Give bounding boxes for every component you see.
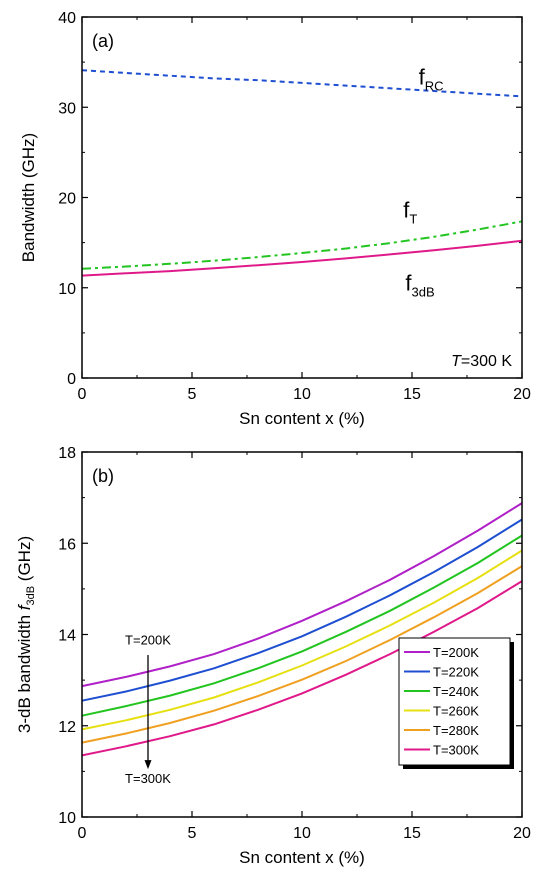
panel-a-frame: [81, 16, 523, 379]
y-label-sub: 3dB: [25, 586, 37, 606]
a-y-tick-label: 0: [67, 371, 76, 388]
panel-a: 0 5 10 15 20 0 10 20 30 40 (a) Sn content x (%) B…: [19, 10, 531, 428]
annotation-value: =300 K: [461, 353, 512, 370]
a-series-line-2: [81, 239, 523, 277]
b-y-tick-label: 14: [58, 628, 76, 645]
a-y-tick-label: 30: [58, 100, 76, 117]
b-y-tick-label: 18: [58, 445, 76, 462]
panel-a-x-axis-label: Sn content x (%): [239, 409, 365, 428]
legend-box: [398, 637, 511, 766]
panel-b-y-axis-label: 3-dB bandwidth f3dB (GHz): [15, 536, 37, 733]
series-label-f-rc-sub: RC: [425, 79, 444, 94]
a-y-tick-label: 20: [58, 191, 76, 208]
panel-a-temperature-annotation: T=300 K: [451, 353, 512, 370]
a-x-tick-label: 10: [293, 386, 311, 403]
arrow-head: [144, 760, 152, 770]
y-label-italic-f: f: [15, 603, 34, 610]
legend-label: T=260K: [433, 704, 479, 719]
series-label-f-t-sub: T: [409, 211, 417, 226]
a-y-tick-label: 10: [58, 281, 76, 298]
panel-a-label: (a): [92, 31, 114, 51]
a-x-tick-label: 5: [188, 386, 197, 403]
a-x-tick-label: 0: [78, 386, 87, 403]
panel-b-x-axis-label: Sn content x (%): [239, 848, 365, 867]
panel-a-series-lines: [81, 69, 523, 277]
legend-label: T=280K: [433, 723, 479, 738]
legend: T=200K T=220K T=240K T=260K T=280K T=300K: [398, 637, 514, 769]
a-x-tick-label: 20: [513, 386, 531, 403]
b-series-line-2: [81, 534, 523, 717]
series-label-f-t: fT: [403, 197, 417, 226]
series-label-f-t-main: f: [403, 197, 410, 222]
series-label-f-3db-sub: 3dB: [412, 284, 435, 299]
series-label-f-3db: f3dB: [405, 270, 434, 299]
panel-b-label: (b): [92, 466, 114, 486]
series-label-f-3db-main: f: [405, 270, 412, 295]
legend-items: T=200K T=220K T=240K T=260K T=280K T=300K: [404, 645, 479, 758]
panel-b-ticks: 0 5 10 15 20 10 12 14 16 18: [58, 445, 531, 842]
panel-a-y-axis-label: Bandwidth (GHz): [19, 133, 38, 262]
b-series-line-3: [81, 549, 523, 731]
b-x-tick-label: 15: [403, 825, 421, 842]
b-y-tick-label: 16: [58, 536, 76, 553]
b-series-line-5: [81, 580, 523, 757]
legend-label: T=220K: [433, 665, 479, 680]
legend-label: T=240K: [433, 684, 479, 699]
a-y-tick-label: 40: [58, 10, 76, 27]
arrow-top-label: T=200K: [125, 633, 171, 648]
b-y-tick-label: 10: [58, 810, 76, 827]
b-x-tick-label: 5: [188, 825, 197, 842]
b-y-tick-label: 12: [58, 719, 76, 736]
series-label-f-rc-main: f: [419, 65, 426, 90]
b-x-tick-label: 20: [513, 825, 531, 842]
b-series-line-1: [81, 518, 523, 702]
a-series-line-1: [81, 220, 523, 270]
a-x-tick-label: 15: [403, 386, 421, 403]
y-label-prefix: 3-dB bandwidth: [15, 610, 34, 733]
panel-b-series-lines: [81, 502, 523, 757]
legend-label: T=300K: [433, 743, 479, 758]
y-label-suffix: (GHz): [15, 536, 34, 586]
b-series-line-4: [81, 565, 523, 744]
series-label-f-rc: fRC: [419, 65, 444, 94]
temperature-arrow-annotation: T=200K T=300K: [125, 633, 171, 786]
legend-label: T=200K: [433, 645, 479, 660]
a-series-line-0: [81, 69, 523, 98]
b-series-line-0: [81, 502, 523, 688]
annotation-italic-T: T: [451, 353, 462, 370]
panel-a-ticks: 0 5 10 15 20 0 10 20 30 40: [58, 10, 531, 403]
arrow-bottom-label: T=300K: [125, 771, 171, 786]
b-x-tick-label: 10: [293, 825, 311, 842]
b-x-tick-label: 0: [78, 825, 87, 842]
